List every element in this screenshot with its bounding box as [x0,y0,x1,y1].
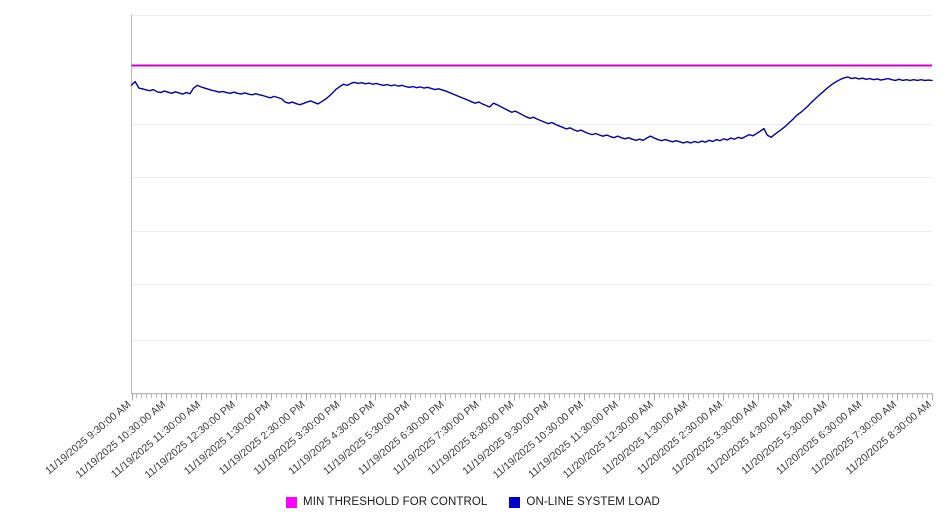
chart-series [130,64,933,144]
gridlines [131,15,932,395]
chart-legend: MIN THRESHOLD FOR CONTROL ON-LINE SYSTEM… [0,496,946,508]
x-axis-ticks [132,393,933,401]
legend-swatch-min-threshold [286,496,298,508]
legend-entry-system-load[interactable]: ON-LINE SYSTEM LOAD [509,496,660,508]
chart-axes [131,14,932,394]
legend-entry-min-threshold[interactable]: MIN THRESHOLD FOR CONTROL [286,496,487,508]
series-line-system-load [130,76,933,144]
legend-label-system-load: ON-LINE SYSTEM LOAD [526,496,660,508]
legend-swatch-system-load [509,496,521,508]
legend-label-min-threshold: MIN THRESHOLD FOR CONTROL [303,496,488,508]
